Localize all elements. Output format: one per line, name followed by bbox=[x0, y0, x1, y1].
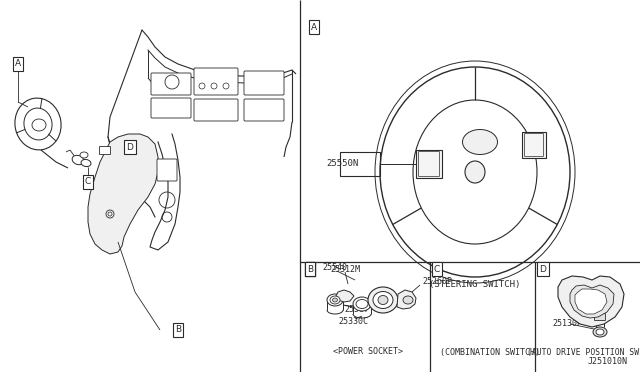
Ellipse shape bbox=[327, 294, 343, 306]
Text: D: D bbox=[127, 142, 133, 151]
FancyBboxPatch shape bbox=[151, 73, 191, 95]
Text: B: B bbox=[307, 264, 313, 273]
FancyBboxPatch shape bbox=[99, 147, 111, 154]
Text: A: A bbox=[311, 22, 317, 32]
Ellipse shape bbox=[333, 298, 337, 302]
FancyBboxPatch shape bbox=[194, 68, 238, 95]
Polygon shape bbox=[558, 276, 624, 327]
Text: C: C bbox=[307, 264, 313, 273]
Text: 25567: 25567 bbox=[344, 305, 369, 314]
Polygon shape bbox=[570, 285, 614, 318]
Ellipse shape bbox=[465, 161, 485, 183]
Ellipse shape bbox=[596, 329, 604, 335]
Polygon shape bbox=[397, 290, 416, 309]
Polygon shape bbox=[575, 289, 607, 314]
Text: 25312M: 25312M bbox=[330, 264, 360, 273]
Ellipse shape bbox=[353, 297, 371, 311]
Text: 25130P: 25130P bbox=[552, 320, 582, 328]
Text: A: A bbox=[15, 60, 21, 68]
Ellipse shape bbox=[378, 295, 388, 305]
Text: C: C bbox=[307, 264, 313, 273]
FancyBboxPatch shape bbox=[595, 314, 605, 321]
Ellipse shape bbox=[403, 296, 413, 304]
Text: 25550N: 25550N bbox=[326, 160, 358, 169]
Text: J251010N: J251010N bbox=[588, 357, 628, 366]
Ellipse shape bbox=[81, 160, 91, 167]
FancyBboxPatch shape bbox=[157, 159, 177, 181]
Text: <POWER SOCKET>: <POWER SOCKET> bbox=[333, 347, 403, 356]
Ellipse shape bbox=[368, 287, 398, 313]
Text: D: D bbox=[540, 264, 547, 273]
Ellipse shape bbox=[330, 296, 340, 304]
Ellipse shape bbox=[463, 129, 497, 154]
Text: (AUTO DRIVE POSITION SWITCH): (AUTO DRIVE POSITION SWITCH) bbox=[527, 347, 640, 356]
FancyBboxPatch shape bbox=[151, 98, 191, 118]
Ellipse shape bbox=[72, 155, 84, 165]
FancyBboxPatch shape bbox=[522, 132, 546, 158]
FancyBboxPatch shape bbox=[244, 71, 284, 95]
Text: 25540: 25540 bbox=[322, 263, 347, 273]
Ellipse shape bbox=[593, 327, 607, 337]
Text: 25330C: 25330C bbox=[338, 317, 368, 327]
Text: (COMBINATION SWITCH): (COMBINATION SWITCH) bbox=[440, 347, 540, 356]
Text: B: B bbox=[175, 326, 181, 334]
FancyBboxPatch shape bbox=[244, 99, 284, 121]
Polygon shape bbox=[336, 290, 354, 302]
Text: C: C bbox=[85, 177, 91, 186]
Text: C: C bbox=[434, 264, 440, 273]
Ellipse shape bbox=[356, 299, 368, 308]
Polygon shape bbox=[88, 134, 158, 254]
Ellipse shape bbox=[80, 152, 88, 158]
Ellipse shape bbox=[373, 292, 393, 308]
FancyBboxPatch shape bbox=[416, 150, 442, 178]
Text: B: B bbox=[307, 264, 313, 273]
FancyBboxPatch shape bbox=[194, 99, 238, 121]
Text: (STEERING SWITCH): (STEERING SWITCH) bbox=[429, 279, 521, 289]
Text: 25260P: 25260P bbox=[422, 278, 452, 286]
